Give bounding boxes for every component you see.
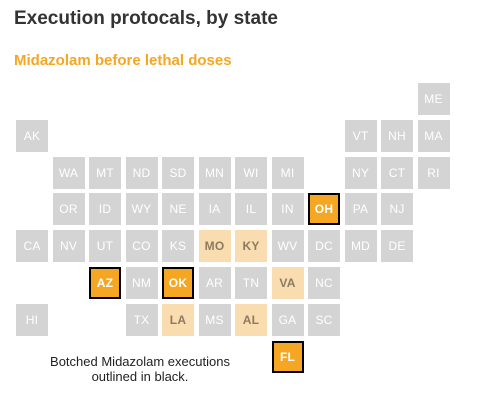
state-tile-tn: TN <box>235 267 267 299</box>
map-subtitle: Midazolam before lethal doses <box>14 52 232 69</box>
state-tile-al: AL <box>235 303 267 336</box>
state-tile-de: DE <box>381 230 413 263</box>
state-tile-ca: CA <box>16 230 48 263</box>
state-tile-ar: AR <box>198 267 231 299</box>
state-tile-ny: NY <box>344 156 377 189</box>
state-tile-ga: GA <box>271 303 304 336</box>
state-tile-mt: MT <box>89 156 121 189</box>
state-tile-ia: IA <box>198 193 231 226</box>
state-tile-ks: KS <box>162 230 194 263</box>
state-tile-ut: UT <box>89 230 121 263</box>
state-tile-tx: TX <box>125 303 158 336</box>
state-tile-mi: MI <box>271 156 304 189</box>
state-tile-nh: NH <box>381 119 413 152</box>
state-tile-fl: FL <box>271 340 304 373</box>
state-tile-dc: DC <box>308 230 340 263</box>
state-tile-nj: NJ <box>381 193 413 226</box>
state-tile-ma: MA <box>417 119 450 152</box>
page-title: Execution protocals, by state <box>14 8 278 29</box>
state-tile-nd: ND <box>125 156 158 189</box>
state-tile-sc: SC <box>308 303 340 336</box>
state-tile-ak: AK <box>16 119 48 152</box>
state-tile-pa: PA <box>344 193 377 226</box>
state-tile-ms: MS <box>198 303 231 336</box>
state-tile-wa: WA <box>52 156 85 189</box>
state-tile-ok: OK <box>162 267 194 299</box>
state-tile-or: OR <box>52 193 85 226</box>
state-tile-co: CO <box>125 230 158 263</box>
state-tile-nv: NV <box>52 230 85 263</box>
state-tile-me: ME <box>417 83 450 115</box>
state-tile-id: ID <box>89 193 121 226</box>
state-tile-mn: MN <box>198 156 231 189</box>
state-tile-ct: CT <box>381 156 413 189</box>
state-tile-nm: NM <box>125 267 158 299</box>
state-tile-va: VA <box>271 267 304 299</box>
state-tile-la: LA <box>162 303 194 336</box>
state-tile-vt: VT <box>344 119 377 152</box>
state-tile-ne: NE <box>162 193 194 226</box>
state-tile-ri: RI <box>417 156 450 189</box>
state-tile-in: IN <box>271 193 304 226</box>
state-tile-oh: OH <box>308 193 340 226</box>
state-tile-wv: WV <box>271 230 304 263</box>
state-tile-az: AZ <box>89 267 121 299</box>
state-tile-hi: HI <box>16 303 48 336</box>
state-tile-md: MD <box>344 230 377 263</box>
state-tile-il: IL <box>235 193 267 226</box>
state-tile-wy: WY <box>125 193 158 226</box>
state-tile-nc: NC <box>308 267 340 299</box>
state-tile-mo: MO <box>198 230 231 263</box>
state-tile-sd: SD <box>162 156 194 189</box>
state-tile-ky: KY <box>235 230 267 263</box>
state-tile-wi: WI <box>235 156 267 189</box>
map-note: Botched Midazolam executions outlined in… <box>50 354 230 384</box>
